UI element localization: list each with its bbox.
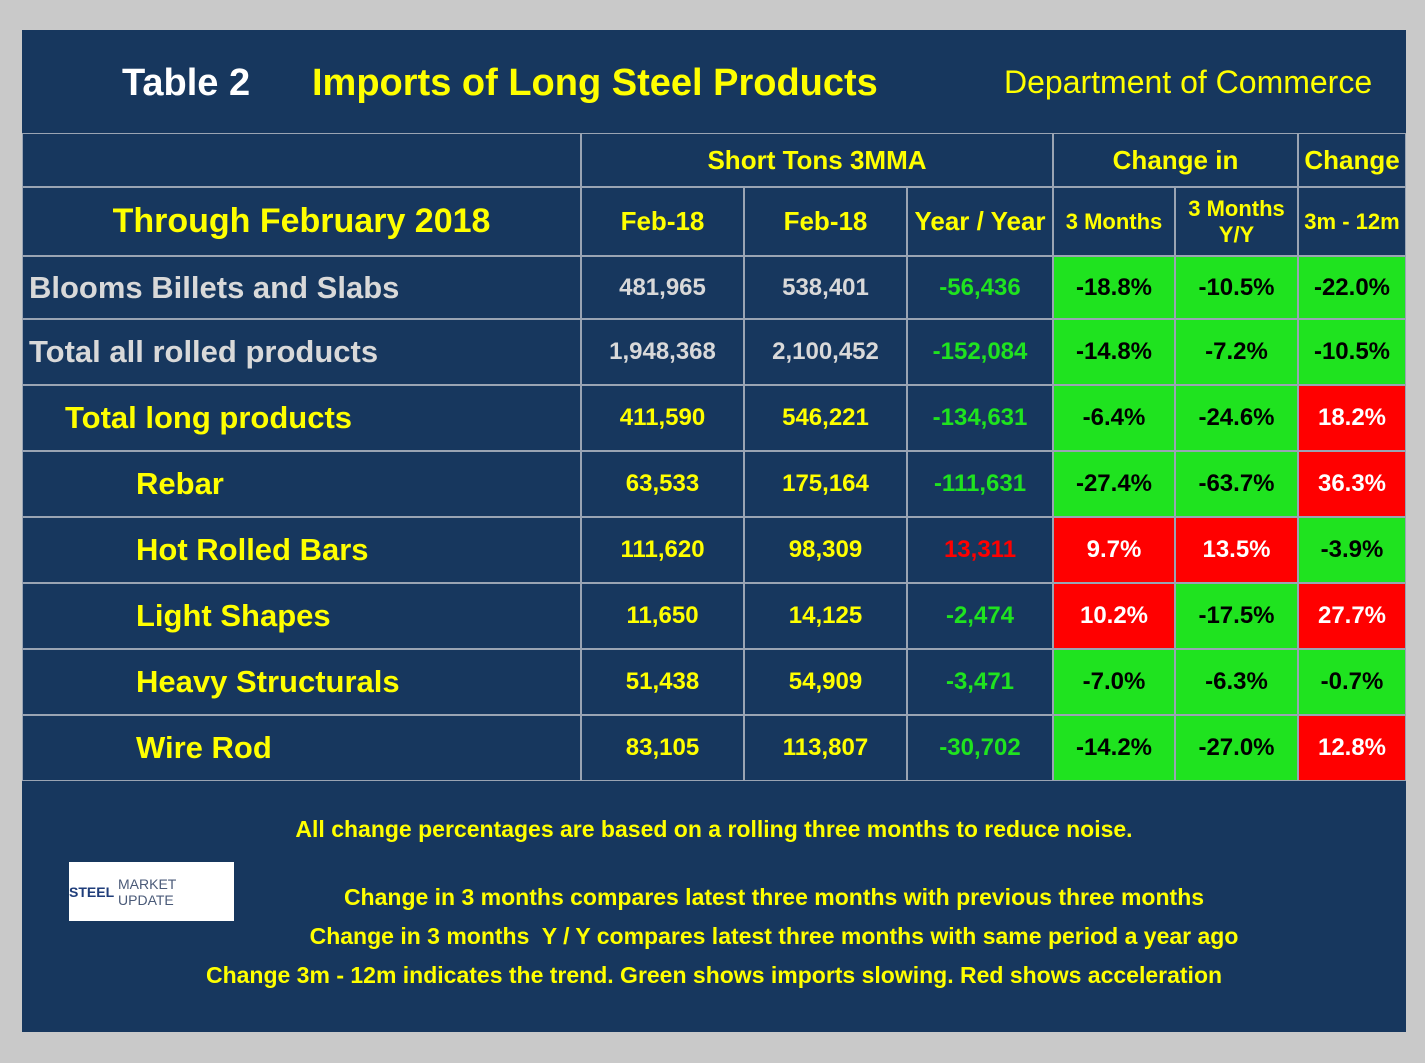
column-header-line: 3m - 12m bbox=[1304, 208, 1400, 234]
column-header: Year / Year bbox=[907, 187, 1053, 256]
column-header-line: 3 Months bbox=[1065, 208, 1163, 234]
value-cell: -22.0% bbox=[1298, 256, 1406, 319]
logo-brand: STEEL bbox=[69, 883, 115, 900]
column-header: 3 Months Y/Y bbox=[1175, 187, 1298, 256]
header-cell bbox=[22, 133, 581, 187]
value-cell: 83,105 bbox=[581, 715, 744, 781]
value-cell: -2,474 bbox=[907, 583, 1053, 649]
table-label: Table 2 bbox=[122, 62, 251, 104]
value-cell: -3,471 bbox=[907, 649, 1053, 715]
row-label: Total long products bbox=[22, 385, 581, 451]
column-header: 3m - 12m bbox=[1298, 187, 1406, 256]
value-cell: 546,221 bbox=[744, 385, 907, 451]
column-header-line: Feb-18 bbox=[783, 205, 868, 236]
value-cell: 175,164 bbox=[744, 451, 907, 517]
row-label: Hot Rolled Bars bbox=[22, 517, 581, 583]
value-cell: -3.9% bbox=[1298, 517, 1406, 583]
value-cell: -18.8% bbox=[1053, 256, 1175, 319]
value-cell: -27.4% bbox=[1053, 451, 1175, 517]
value-cell: -14.2% bbox=[1053, 715, 1175, 781]
value-cell: -6.3% bbox=[1175, 649, 1298, 715]
row-header: Through February 2018 bbox=[22, 187, 581, 256]
value-cell: 411,590 bbox=[581, 385, 744, 451]
title: Imports of Long Steel Products bbox=[312, 62, 878, 104]
value-cell: 54,909 bbox=[744, 649, 907, 715]
value-cell: 9.7% bbox=[1053, 517, 1175, 583]
logo-text: MARKET UPDATE bbox=[118, 875, 177, 908]
row-label: Light Shapes bbox=[22, 583, 581, 649]
value-cell: 98,309 bbox=[744, 517, 907, 583]
value-cell: -17.5% bbox=[1175, 583, 1298, 649]
value-cell: 481,965 bbox=[581, 256, 744, 319]
value-cell: -152,084 bbox=[907, 319, 1053, 385]
value-cell: 1,948,368 bbox=[581, 319, 744, 385]
value-cell: 11,650 bbox=[581, 583, 744, 649]
group-header: Change bbox=[1298, 133, 1406, 187]
value-cell: -134,631 bbox=[907, 385, 1053, 451]
value-cell: 13.5% bbox=[1175, 517, 1298, 583]
row-label: Heavy Structurals bbox=[22, 649, 581, 715]
note: Change 3m - 12m indicates the trend. Gre… bbox=[205, 962, 1223, 988]
value-cell: 10.2% bbox=[1053, 583, 1175, 649]
note: Change in 3 months Y / Y compares latest… bbox=[309, 923, 1239, 949]
row-label: Wire Rod bbox=[22, 715, 581, 781]
column-header-line: Year / Year bbox=[914, 205, 1046, 236]
value-cell: -111,631 bbox=[907, 451, 1053, 517]
value-cell: -14.8% bbox=[1053, 319, 1175, 385]
row-label: Blooms Billets and Slabs bbox=[22, 256, 581, 319]
value-cell: -10.5% bbox=[1175, 256, 1298, 319]
group-header: Change in bbox=[1053, 133, 1298, 187]
value-cell: -7.2% bbox=[1175, 319, 1298, 385]
logo: STEEL MARKET UPDATE bbox=[69, 862, 234, 921]
value-cell: 14,125 bbox=[744, 583, 907, 649]
value-cell: 113,807 bbox=[744, 715, 907, 781]
value-cell: -63.7% bbox=[1175, 451, 1298, 517]
column-header-line: Y/Y bbox=[1218, 221, 1255, 247]
value-cell: -56,436 bbox=[907, 256, 1053, 319]
column-header: Feb-18 bbox=[581, 187, 744, 256]
column-header: 3 Months bbox=[1053, 187, 1175, 256]
value-cell: 2,100,452 bbox=[744, 319, 907, 385]
group-header: Short Tons 3MMA bbox=[581, 133, 1053, 187]
value-cell: 18.2% bbox=[1298, 385, 1406, 451]
value-cell: -24.6% bbox=[1175, 385, 1298, 451]
value-cell: -6.4% bbox=[1053, 385, 1175, 451]
column-header: Feb-18 bbox=[744, 187, 907, 256]
value-cell: -30,702 bbox=[907, 715, 1053, 781]
value-cell: 27.7% bbox=[1298, 583, 1406, 649]
source: Department of Commerce bbox=[1004, 64, 1373, 100]
row-label: Total all rolled products bbox=[22, 319, 581, 385]
value-cell: 36.3% bbox=[1298, 451, 1406, 517]
value-cell: -10.5% bbox=[1298, 319, 1406, 385]
value-cell: 538,401 bbox=[744, 256, 907, 319]
value-cell: -0.7% bbox=[1298, 649, 1406, 715]
row-label: Rebar bbox=[22, 451, 581, 517]
value-cell: 111,620 bbox=[581, 517, 744, 583]
value-cell: 12.8% bbox=[1298, 715, 1406, 781]
value-cell: 51,438 bbox=[581, 649, 744, 715]
note: All change percentages are based on a ro… bbox=[295, 816, 1133, 842]
value-cell: 63,533 bbox=[581, 451, 744, 517]
value-cell: 13,311 bbox=[907, 517, 1053, 583]
note: Change in 3 months compares latest three… bbox=[343, 884, 1205, 910]
value-cell: -7.0% bbox=[1053, 649, 1175, 715]
column-header-line: 3 Months bbox=[1188, 196, 1285, 222]
column-header-line: Feb-18 bbox=[620, 205, 705, 236]
value-cell: -27.0% bbox=[1175, 715, 1298, 781]
